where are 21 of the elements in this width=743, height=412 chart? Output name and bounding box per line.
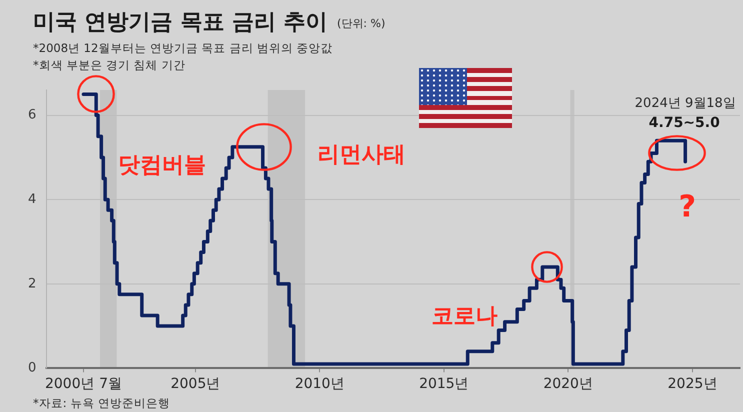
chart-subtitle: (단위: %)	[337, 16, 386, 31]
x-tick-label: 2015년	[419, 376, 469, 392]
x-tick-label: 2005년	[170, 376, 220, 392]
y-tick-label: 0	[28, 360, 36, 376]
text: *회색 부분은 경기 침체 기간	[33, 58, 186, 73]
text: *자료: 뉴욕 연방준비은행	[33, 396, 170, 411]
x-tick-label: 2020년	[543, 376, 593, 392]
annotation: 4.75~5.0	[648, 115, 720, 132]
x-tick-label: 2025년	[668, 376, 718, 392]
annotation: 닷컴버블	[118, 152, 206, 178]
annotation: ?	[678, 189, 696, 224]
y-tick-label: 2	[28, 276, 36, 292]
x-tick-label: 2010년	[294, 376, 344, 392]
y-tick-label: 6	[28, 108, 36, 123]
annotation: 리먼사태	[318, 142, 406, 168]
y-tick-label: 4	[28, 192, 36, 207]
chart-title: 미국 연방기금 목표 금리 추이	[33, 9, 328, 37]
annotation: 2024년 9월18일	[634, 96, 736, 111]
annotation: 코로나	[431, 304, 498, 329]
text: *2008년 12월부터는 연방기금 목표 금리 범위의 중앙값	[33, 41, 333, 56]
x-tick-label: 2000년 7월	[44, 376, 122, 392]
